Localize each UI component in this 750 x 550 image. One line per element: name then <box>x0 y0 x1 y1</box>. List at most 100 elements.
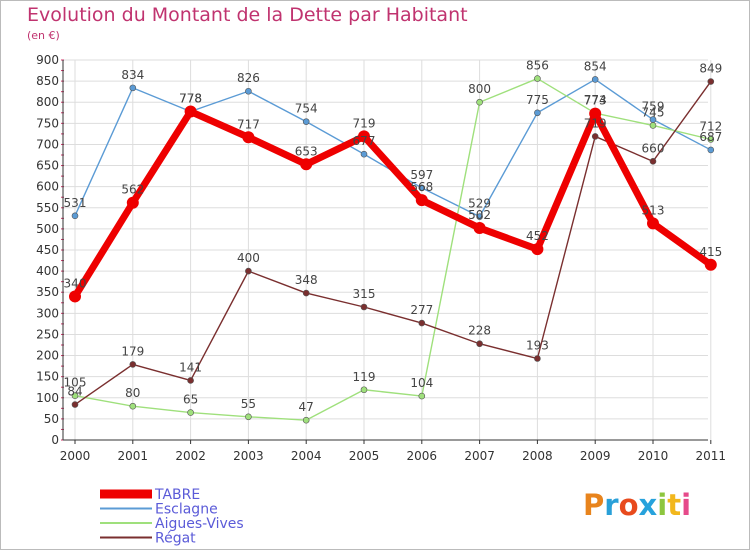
legend-label: TABRE <box>154 487 200 503</box>
data-label-tabre: 653 <box>295 144 318 158</box>
y-tick-label: 750 <box>36 116 59 130</box>
y-tick-label: 600 <box>36 180 59 194</box>
x-tick-label: 2011 <box>696 449 727 463</box>
data-label-aigues-vives: 774 <box>584 93 607 107</box>
data-point-aigues-vives <box>476 98 483 106</box>
data-point-regat <box>707 78 715 85</box>
data-point-regat <box>591 133 599 140</box>
data-point-tabre <box>589 107 602 120</box>
data-label-regat: 141 <box>179 360 202 374</box>
y-tick-label: 550 <box>36 201 59 215</box>
data-label-regat: 719 <box>584 116 607 130</box>
x-tick-label: 2002 <box>175 449 206 463</box>
data-label-tabre: 452 <box>526 229 549 243</box>
data-point-esclagne <box>245 87 252 95</box>
data-point-aigues-vives <box>187 409 194 416</box>
legend-label: Esclagne <box>155 502 218 518</box>
data-label-regat: 84 <box>67 385 82 399</box>
y-tick-label: 250 <box>36 327 59 341</box>
data-point-tabre <box>184 105 197 118</box>
data-point-esclagne <box>591 76 599 83</box>
data-point-tabre <box>358 130 370 143</box>
data-point-tabre <box>647 217 659 230</box>
data-point-esclagne <box>707 146 715 154</box>
data-label-regat: 400 <box>237 251 260 265</box>
x-tick-label: 2008 <box>522 449 553 463</box>
data-label-esclagne: 759 <box>642 100 665 114</box>
y-tick-label: 500 <box>36 222 59 236</box>
series-line-tabre <box>72 108 713 299</box>
data-point-tabre <box>69 290 81 303</box>
x-tick-label: 2005 <box>349 449 380 463</box>
data-point-regat <box>534 355 541 362</box>
data-point-tabre <box>473 222 486 235</box>
data-point-tabre <box>126 196 139 209</box>
data-label-aigues-vives: 856 <box>526 59 549 73</box>
data-label-tabre: 719 <box>353 116 376 130</box>
y-tick-label: 350 <box>36 285 59 299</box>
data-label-regat: 228 <box>468 324 491 338</box>
data-point-regat <box>476 340 483 348</box>
series-line-regat <box>74 81 712 406</box>
y-tick-label: 450 <box>36 243 59 257</box>
data-point-esclagne <box>302 118 310 125</box>
data-label-aigues-vives: 47 <box>299 400 314 414</box>
data-label-esclagne: 778 <box>179 92 202 106</box>
data-label-tabre: 415 <box>699 245 722 259</box>
data-label-tabre: 562 <box>121 183 144 197</box>
chart-title: Evolution du Montant de la Dette par Hab… <box>27 4 468 26</box>
data-point-tabre <box>531 243 544 256</box>
data-point-regat <box>418 319 426 327</box>
data-point-tabre <box>300 158 313 171</box>
data-point-esclagne <box>71 212 79 220</box>
data-point-regat <box>360 303 368 311</box>
data-label-esclagne: 529 <box>468 197 491 211</box>
y-tick-label: 50 <box>44 412 59 426</box>
data-label-esclagne: 754 <box>295 102 318 116</box>
data-label-aigues-vives: 800 <box>468 82 491 96</box>
data-label-aigues-vives: 119 <box>353 370 376 384</box>
data-label-tabre: 502 <box>468 208 491 222</box>
data-point-regat <box>187 377 194 384</box>
data-label-aigues-vives: 65 <box>183 393 198 407</box>
data-point-esclagne <box>476 213 483 220</box>
data-label-regat: 193 <box>526 339 549 353</box>
data-label-esclagne: 834 <box>121 68 144 82</box>
data-point-esclagne <box>418 184 426 192</box>
data-point-regat <box>302 289 310 297</box>
data-label-esclagne: 597 <box>410 168 433 182</box>
data-label-regat: 179 <box>121 344 144 358</box>
x-tick-label: 2003 <box>233 449 264 463</box>
data-label-esclagne: 826 <box>237 71 260 85</box>
data-point-regat <box>649 158 657 165</box>
x-tick-label: 2006 <box>407 449 438 463</box>
y-tick-label: 0 <box>51 433 59 447</box>
data-point-aigues-vives <box>71 392 79 399</box>
data-point-aigues-vives <box>360 386 368 394</box>
series-line-aigues-vives <box>74 77 711 421</box>
data-point-regat <box>71 401 79 408</box>
data-point-regat <box>245 267 252 275</box>
data-label-regat: 277 <box>410 303 433 317</box>
data-label-tabre: 568 <box>410 180 433 194</box>
data-point-esclagne <box>534 109 541 117</box>
legend-label: Régat <box>155 531 196 547</box>
data-point-aigues-vives <box>534 75 541 82</box>
data-point-tabre <box>704 258 717 271</box>
data-label-tabre: 513 <box>642 203 665 217</box>
data-label-aigues-vives: 745 <box>642 105 665 119</box>
data-point-esclagne <box>360 150 368 158</box>
data-point-aigues-vives <box>129 402 137 410</box>
x-tick-label: 2010 <box>638 449 669 463</box>
x-tick-label: 2001 <box>118 449 149 463</box>
data-point-aigues-vives <box>302 416 310 424</box>
data-label-aigues-vives: 105 <box>64 376 87 390</box>
data-point-aigues-vives <box>649 122 657 129</box>
x-tick-label: 2009 <box>580 449 611 463</box>
data-point-tabre <box>242 131 255 144</box>
data-label-esclagne: 854 <box>584 59 607 73</box>
y-tick-label: 800 <box>36 95 59 109</box>
y-tick-label: 100 <box>36 391 59 405</box>
data-label-regat: 348 <box>295 273 318 287</box>
